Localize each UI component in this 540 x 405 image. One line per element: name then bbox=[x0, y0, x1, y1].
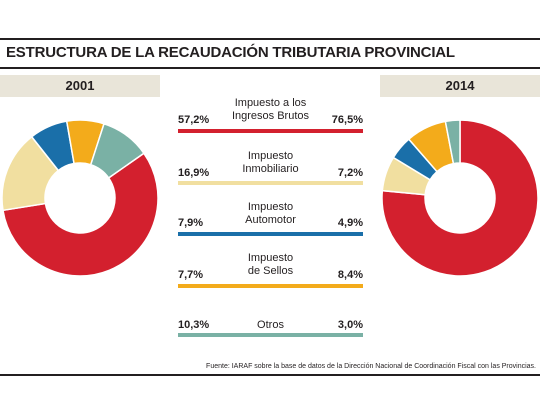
pct-2001: 16,9% bbox=[178, 167, 210, 179]
category-ingresos-brutos: Impuesto a los Ingresos Brutos 57,2% 76,… bbox=[178, 97, 363, 133]
category-inmobiliario: Impuesto Inmobiliario 16,9% 7,2% bbox=[178, 150, 363, 186]
donut-chart-2001 bbox=[1, 119, 159, 277]
category-name-line1: Impuesto bbox=[247, 201, 294, 213]
chart-title: ESTRUCTURA DE LA RECAUDACIÓN TRIBUTARIA … bbox=[6, 44, 455, 61]
bottom-rule bbox=[0, 374, 540, 376]
pct-2014: 3,0% bbox=[337, 319, 363, 331]
pct-2014: 7,2% bbox=[337, 167, 363, 179]
category-color-bar bbox=[178, 284, 363, 288]
category-name-line2: Otros bbox=[257, 319, 284, 331]
category-name-line2: Ingresos Brutos bbox=[231, 110, 310, 122]
source-note: Fuente: IARAF sobre la base de datos de … bbox=[206, 363, 536, 370]
donut-chart-2014 bbox=[381, 119, 539, 277]
donut-2001-slice-0 bbox=[2, 152, 159, 277]
category-name-line1: Impuesto a los bbox=[234, 97, 307, 109]
top-rule bbox=[0, 38, 540, 40]
pct-2001: 10,3% bbox=[178, 319, 210, 331]
pct-2014: 76,5% bbox=[331, 114, 363, 126]
donut-2014-slice-0 bbox=[381, 119, 539, 277]
category-name-line2: de Sellos bbox=[247, 265, 294, 277]
category-name-line2: Automotor bbox=[245, 214, 296, 226]
pct-2014: 4,9% bbox=[337, 217, 363, 229]
donut-2014-slice-4 bbox=[444, 119, 461, 165]
category-color-bar bbox=[178, 333, 363, 337]
category-color-bar bbox=[178, 129, 363, 133]
category-name-line2: Inmobiliario bbox=[242, 163, 299, 175]
pct-2001: 7,9% bbox=[178, 217, 204, 229]
category-name-line1: Impuesto bbox=[247, 150, 294, 162]
year-label-2001: 2001 bbox=[0, 75, 160, 97]
category-sellos: Impuesto de Sellos 7,7% 8,4% bbox=[178, 252, 363, 290]
category-color-bar bbox=[178, 181, 363, 185]
year-label-2014: 2014 bbox=[380, 75, 540, 97]
pct-2001: 57,2% bbox=[178, 114, 210, 126]
pct-2014: 8,4% bbox=[337, 269, 363, 281]
title-rule bbox=[0, 67, 540, 69]
donut-2001-slice-4 bbox=[89, 122, 145, 179]
pct-2001: 7,7% bbox=[178, 269, 204, 281]
category-color-bar bbox=[178, 232, 363, 236]
category-otros: Otros 10,3% 3,0% bbox=[178, 305, 363, 343]
category-name-line1: Impuesto bbox=[247, 252, 294, 264]
category-automotor: Impuesto Automotor 7,9% 4,9% bbox=[178, 201, 363, 239]
